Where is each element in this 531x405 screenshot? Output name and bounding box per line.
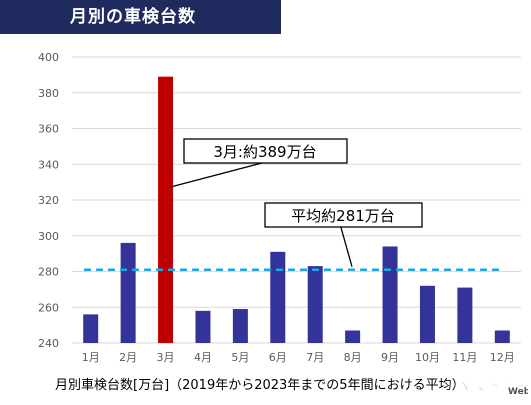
y-tick-label: 380 [38, 87, 59, 100]
bar [120, 242, 136, 343]
bar [382, 246, 398, 343]
x-tick-label: 2月 [119, 351, 137, 364]
x-tick-label: 7月 [306, 351, 324, 364]
bar [457, 287, 473, 343]
bar [232, 309, 248, 343]
x-tick-label: 9月 [381, 351, 399, 364]
annotation-leader-line [339, 223, 353, 267]
y-tick-label: 240 [38, 337, 59, 350]
bar [494, 330, 510, 343]
chart-footnote: 月別車検台数[万台]（2019年から2023年までの5年間における平均） [55, 378, 465, 393]
y-tick-label: 320 [38, 194, 59, 207]
bar [270, 251, 286, 343]
x-tick-label: 3月 [157, 351, 175, 364]
annotation-peak-label: 3月:約389万台 [213, 143, 316, 161]
x-tick-label: 6月 [269, 351, 287, 364]
logo-subtext: Web [508, 387, 528, 397]
annotation-leader-line [170, 162, 263, 188]
y-tick-label: 400 [38, 51, 59, 64]
annotation-box [183, 138, 348, 164]
bar [83, 314, 99, 343]
x-axis-tick-labels: 1月 2月 3月 4月 5月 6月 7月 8月 9月 10月 11月 12月 [82, 351, 515, 364]
x-tick-label: 4月 [194, 351, 212, 364]
y-axis-tick-labels: 240 260 280 300 320 340 360 380 400 [38, 51, 59, 350]
chart-title: 月別の車検台数 [0, 0, 281, 34]
y-tick-label: 360 [38, 123, 59, 136]
x-tick-label: 1月 [82, 351, 100, 364]
y-tick-label: 340 [38, 158, 59, 171]
y-tick-label: 260 [38, 301, 59, 314]
annotation-box [264, 202, 423, 228]
bestcar-web-logo: ベストカー Web [454, 377, 528, 397]
y-tick-label: 280 [38, 266, 59, 279]
x-tick-label: 8月 [344, 351, 362, 364]
x-tick-label: 10月 [415, 351, 440, 364]
x-tick-label: 12月 [490, 351, 515, 364]
bar [195, 310, 211, 343]
logo-text: ベストカー [454, 377, 528, 395]
x-tick-label: 11月 [452, 351, 477, 364]
bar [419, 285, 435, 343]
gridlines [72, 56, 521, 344]
y-tick-label: 300 [38, 230, 59, 243]
x-tick-label: 5月 [231, 351, 249, 364]
bar [158, 76, 174, 343]
bar [345, 330, 361, 343]
bar [307, 266, 323, 343]
annotation-average-label: 平均約281万台 [291, 207, 395, 225]
